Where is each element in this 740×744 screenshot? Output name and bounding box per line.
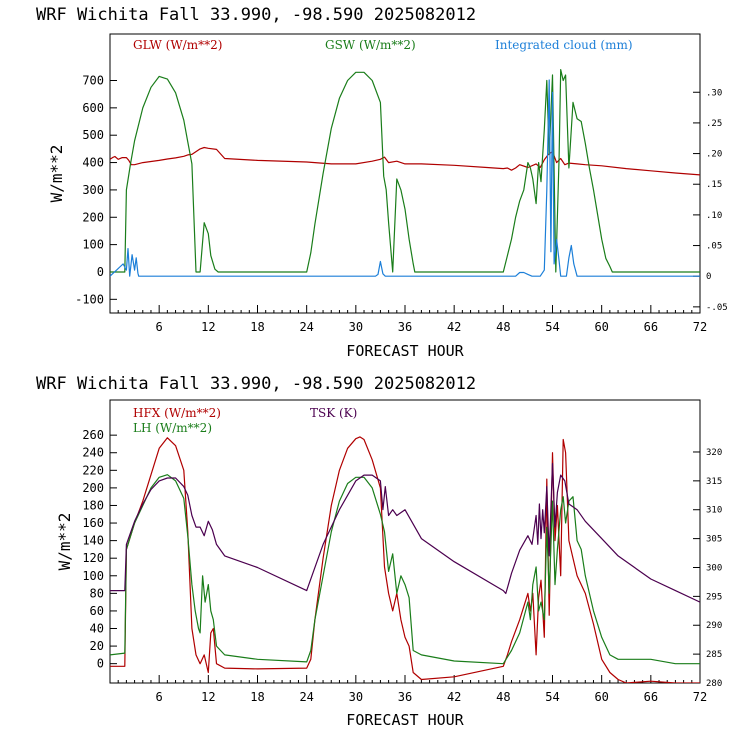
x-tick-label: 18 (250, 320, 264, 334)
y-tick-label: 0 (97, 657, 104, 671)
y-tick-label: 100 (82, 238, 104, 252)
y-tick-label: 100 (82, 569, 104, 583)
series-line-tsk (110, 462, 700, 603)
x-tick-label: 30 (349, 320, 363, 334)
series-line-gsw (110, 68, 700, 273)
chart-title: WRF Wichita Fall 33.990, -98.590 2025082… (36, 5, 476, 25)
y2-tick-label: .30 (706, 88, 722, 98)
legend-entry-integrated: Integrated cloud (mm) (495, 38, 633, 52)
y-tick-label: 300 (82, 183, 104, 197)
y2-tick-label: 320 (706, 448, 722, 458)
y-tick-label: 180 (82, 498, 104, 512)
y-tick-label: 240 (82, 446, 104, 460)
x-tick-label: 72 (693, 320, 707, 334)
y2-tick-label: 295 (706, 592, 722, 602)
y-tick-label: 40 (90, 622, 104, 636)
y2-tick-label: 0 (706, 272, 711, 282)
y2-tick-label: 285 (706, 650, 722, 660)
x-tick-label: 30 (349, 690, 363, 704)
y-tick-label: 160 (82, 516, 104, 530)
x-tick-label: 6 (156, 320, 163, 334)
y-tick-label: 500 (82, 128, 104, 142)
x-tick-label: 54 (545, 690, 559, 704)
y2-tick-label: -.05 (706, 303, 728, 313)
y2-tick-label: .25 (706, 119, 722, 129)
x-tick-label: 54 (545, 320, 559, 334)
legend-entry-tsk: TSK (K) (310, 406, 357, 420)
x-tick-label: 24 (299, 320, 313, 334)
y-tick-label: 80 (90, 586, 104, 600)
x-tick-label: 42 (447, 320, 461, 334)
series-line-lh (110, 474, 700, 665)
y-tick-label: 20 (90, 639, 104, 653)
y2-tick-label: 290 (706, 621, 722, 631)
chart-panel-1: WRF Wichita Fall 33.990, -98.590 2025082… (36, 5, 728, 360)
series-line-glw (110, 146, 700, 176)
x-tick-label: 66 (644, 320, 658, 334)
x-tick-label: 18 (250, 690, 264, 704)
x-tick-label: 60 (594, 320, 608, 334)
y-tick-label: 260 (82, 428, 104, 442)
y-tick-label: -100 (75, 292, 104, 306)
x-axis-label: FORECAST HOUR (346, 342, 464, 360)
x-tick-label: 42 (447, 690, 461, 704)
y-tick-label: 400 (82, 156, 104, 170)
series-line-integrated (110, 79, 700, 277)
y-tick-label: 120 (82, 551, 104, 565)
plot-frame (109, 399, 701, 684)
legend-entry-gsw: GSW (W/m**2) (325, 38, 416, 52)
y2-tick-label: 280 (706, 679, 722, 689)
x-axis-label: FORECAST HOUR (346, 711, 464, 729)
x-tick-label: 72 (693, 690, 707, 704)
x-tick-label: 48 (496, 320, 510, 334)
x-tick-label: 6 (156, 690, 163, 704)
chart-title: WRF Wichita Fall 33.990, -98.590 2025082… (36, 374, 476, 394)
x-tick-label: 60 (594, 690, 608, 704)
legend-entry-glw: GLW (W/m**2) (133, 38, 222, 52)
x-tick-label: 36 (398, 690, 412, 704)
y-tick-label: 200 (82, 481, 104, 495)
y-tick-label: 60 (90, 604, 104, 618)
y2-tick-label: .10 (706, 211, 722, 221)
y-tick-label: 600 (82, 101, 104, 115)
legend-entry-hfx: HFX (W/m**2) (133, 406, 221, 420)
y-axis-label: W/m**2 (47, 145, 66, 203)
y-tick-label: 220 (82, 463, 104, 477)
y2-tick-label: 310 (706, 506, 722, 516)
y2-tick-label: .20 (706, 150, 722, 160)
chart-panel-2: WRF Wichita Fall 33.990, -98.590 2025082… (36, 374, 722, 729)
y-axis-label: W/m**2 (55, 513, 74, 571)
y2-tick-label: 315 (706, 477, 722, 487)
x-tick-label: 24 (299, 690, 313, 704)
y-tick-label: 0 (97, 265, 104, 279)
x-tick-label: 12 (201, 690, 215, 704)
x-tick-label: 66 (644, 690, 658, 704)
y2-tick-label: .15 (706, 180, 722, 190)
x-tick-label: 12 (201, 320, 215, 334)
legend-entry-lh: LH (W/m**2) (133, 421, 212, 435)
series-line-hfx (110, 436, 700, 683)
y-tick-label: 200 (82, 210, 104, 224)
x-tick-label: 36 (398, 320, 412, 334)
x-tick-label: 48 (496, 690, 510, 704)
y2-tick-label: 305 (706, 535, 722, 545)
y2-tick-label: .05 (706, 242, 722, 252)
y-tick-label: 700 (82, 74, 104, 88)
y-tick-label: 140 (82, 534, 104, 548)
y2-tick-label: 300 (706, 563, 722, 573)
